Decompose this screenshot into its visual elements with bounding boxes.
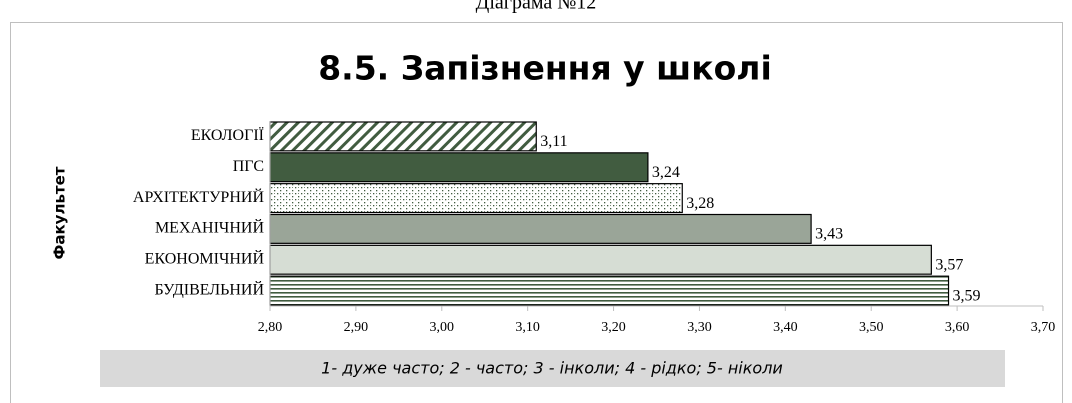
x-tick-label: 3,40 xyxy=(773,320,798,335)
value-label: 3,11 xyxy=(540,133,567,150)
footnote: 1- дуже часто; 2 - часто; 3 - інколи; 4 … xyxy=(321,359,783,378)
y-tick-label: МЕХАНІЧНИЙ xyxy=(155,218,265,237)
value-label: 3,57 xyxy=(935,256,963,273)
x-tick-label: 3,70 xyxy=(1031,320,1056,335)
footnote-box xyxy=(100,350,1005,387)
caption: Діаграма №12 xyxy=(476,0,597,14)
bar xyxy=(269,244,932,275)
value-label: 3,59 xyxy=(953,287,981,304)
bar xyxy=(269,275,950,306)
bar xyxy=(269,213,812,244)
y-axis-label: Факультет xyxy=(51,166,69,259)
x-tick-label: 2,90 xyxy=(344,320,369,335)
chart-border xyxy=(10,22,1063,403)
y-tick-label: ЕКОЛОГІЇ xyxy=(191,126,264,144)
bar xyxy=(269,121,537,152)
y-tick-label: ПГС xyxy=(233,158,264,175)
y-tick-label: АРХІТЕКТУРНИЙ xyxy=(133,187,265,206)
x-tick-label: 3,60 xyxy=(945,320,970,335)
x-tick-label: 3,50 xyxy=(859,320,884,335)
x-tick-label: 3,10 xyxy=(515,320,540,335)
x-tick-label: 2,80 xyxy=(258,320,283,335)
chart-title: 8.5. Запізнення у школі xyxy=(318,49,772,88)
y-tick-label: ЕКОНОМІЧНИЙ xyxy=(145,248,265,267)
bar xyxy=(269,152,649,183)
value-label: 3,43 xyxy=(815,226,843,243)
x-tick-label: 3,00 xyxy=(430,320,455,335)
y-tick-label: БУДІВЕЛЬНИЙ xyxy=(154,279,264,298)
value-label: 3,24 xyxy=(652,164,680,181)
x-tick-label: 3,20 xyxy=(601,320,626,335)
value-label: 3,28 xyxy=(686,195,714,212)
x-tick-label: 3,30 xyxy=(687,320,712,335)
bar xyxy=(269,183,683,214)
